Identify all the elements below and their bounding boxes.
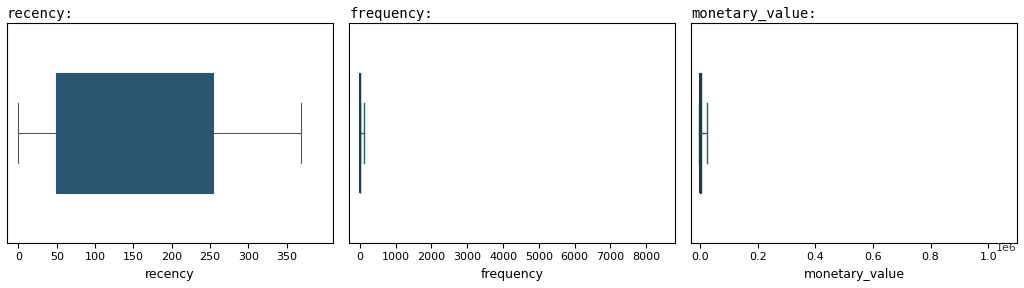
PathPatch shape: [56, 73, 213, 194]
Text: recency:: recency:: [7, 7, 74, 21]
X-axis label: frequency: frequency: [480, 268, 544, 281]
Text: 1e6: 1e6: [996, 243, 1017, 253]
Text: monetary_value:: monetary_value:: [691, 7, 817, 21]
X-axis label: recency: recency: [145, 268, 195, 281]
Text: frequency:: frequency:: [349, 7, 433, 21]
X-axis label: monetary_value: monetary_value: [804, 268, 905, 281]
